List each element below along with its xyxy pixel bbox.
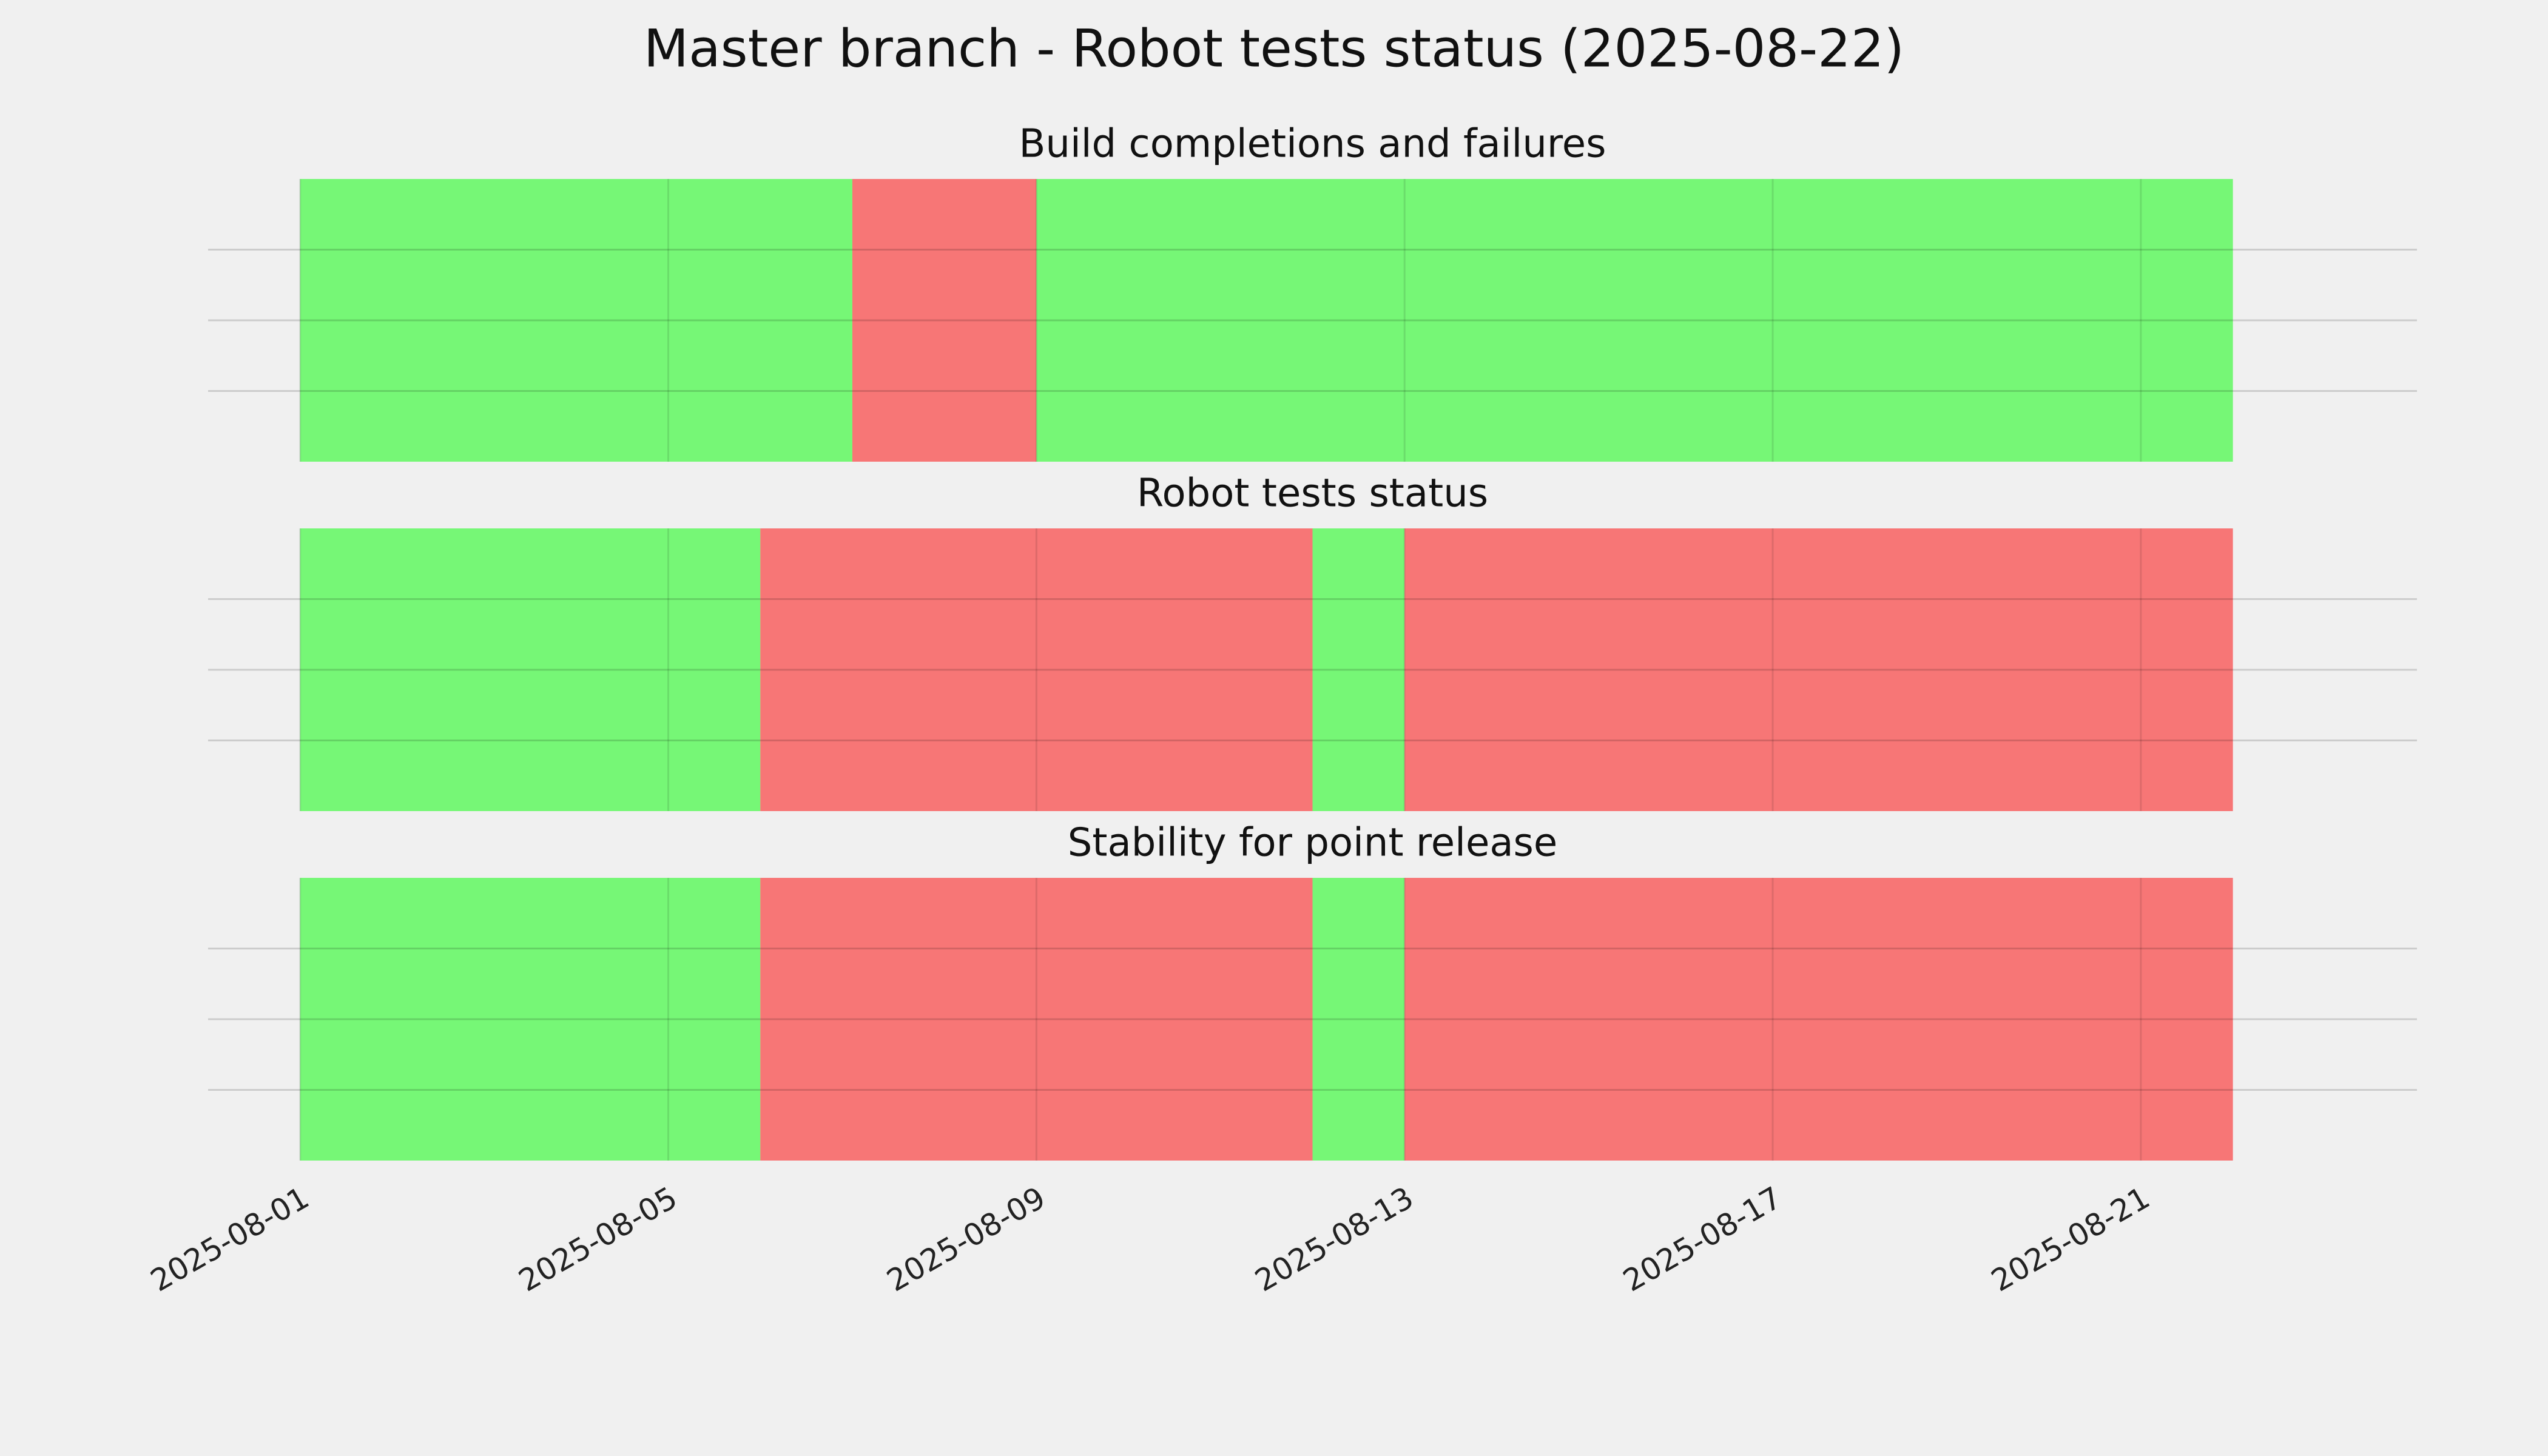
status-span: [1312, 878, 1405, 1161]
status-span: [300, 528, 761, 811]
subplot-title: Robot tests status: [1137, 471, 1488, 516]
subplot-title: Stability for point release: [1068, 821, 1558, 866]
chart-title: Master branch - Robot tests status (2025…: [644, 18, 1904, 79]
status-span: [760, 878, 1313, 1161]
status-span: [1404, 878, 2233, 1161]
status-span: [1312, 528, 1405, 811]
status-span: [1036, 179, 2233, 462]
status-span: [1404, 528, 2233, 811]
status-span: [852, 179, 1037, 462]
status-span: [300, 179, 852, 462]
status-span: [300, 878, 761, 1161]
subplot-title: Build completions and failures: [1019, 122, 1606, 167]
status-span: [760, 528, 1313, 811]
